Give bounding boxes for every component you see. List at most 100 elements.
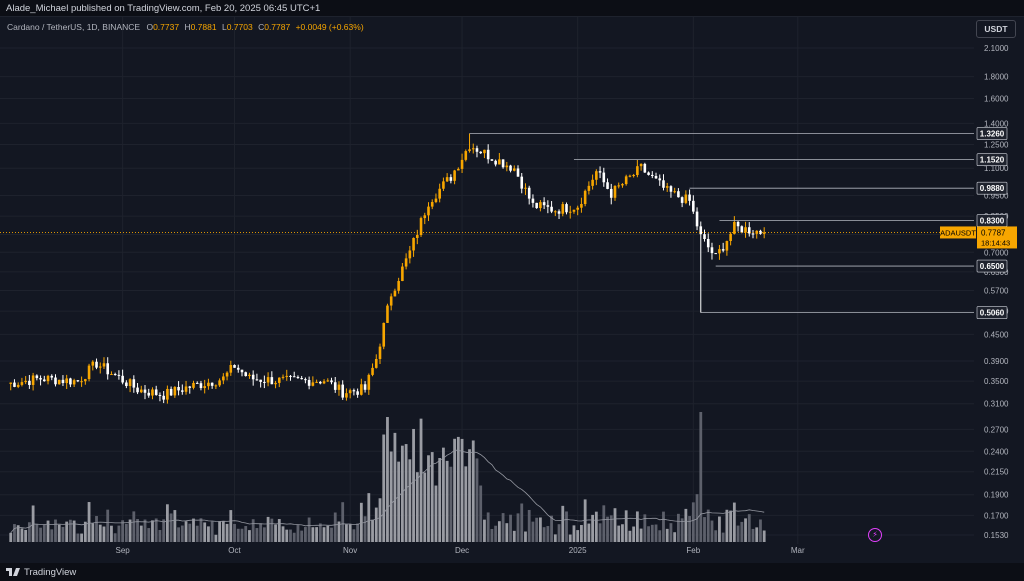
candle [352, 388, 356, 396]
volume-bar [184, 521, 188, 542]
candle [348, 388, 352, 399]
candle-body [692, 200, 695, 212]
candle [692, 195, 695, 214]
candle [371, 363, 374, 377]
candle-body [520, 176, 524, 189]
level-label: 0.6500 [980, 262, 1005, 271]
volume-bar [240, 528, 244, 542]
volume-bar [95, 516, 98, 542]
candle [617, 182, 621, 189]
candle [643, 162, 647, 173]
x-tick-label: Oct [228, 546, 241, 555]
candle-body [636, 166, 639, 176]
candle [389, 293, 393, 311]
volume-bar [274, 524, 277, 542]
candle [721, 242, 725, 253]
candle-body [516, 168, 520, 177]
brand[interactable]: TradingView [6, 567, 76, 578]
candle [367, 373, 371, 395]
volume-bar [121, 520, 125, 542]
candle-body [255, 379, 259, 381]
candle-body [259, 379, 262, 382]
candle [46, 374, 50, 385]
candle-body [617, 185, 621, 187]
candle-body [662, 180, 665, 188]
candle [106, 357, 110, 380]
volume-bar [251, 519, 255, 542]
volume-bar [27, 522, 31, 542]
volume-bar [233, 523, 236, 542]
candle [632, 173, 635, 178]
candle-body [580, 204, 583, 208]
candle-body [363, 384, 367, 390]
candle [718, 245, 721, 260]
candle [76, 379, 80, 383]
candle [363, 381, 367, 393]
candle-body [669, 186, 673, 192]
volume-bar [553, 534, 557, 542]
candle-body [162, 395, 165, 400]
volume-bar [703, 517, 706, 542]
candle-body [139, 389, 143, 393]
candle-body [244, 372, 248, 377]
candle-body [621, 184, 624, 186]
candle-body [337, 384, 341, 390]
candle [72, 378, 76, 387]
volume-bar [677, 513, 680, 542]
volume-bar [158, 530, 162, 542]
candle [449, 174, 453, 184]
volume-bar [471, 440, 475, 542]
volume-bar [609, 515, 613, 542]
y-tick-label: 0.2150 [984, 468, 1009, 477]
volume-bar [695, 494, 699, 542]
volume-bar [248, 530, 251, 542]
volume-bar [143, 519, 147, 542]
symbol-tag-label: ADAUSDT [940, 228, 976, 237]
candle [471, 143, 475, 154]
candle-body [39, 378, 42, 380]
volume-bar [718, 516, 721, 542]
candle-body [333, 382, 337, 390]
lightning-icon[interactable]: ⚡ [868, 528, 882, 542]
candle [300, 375, 303, 380]
candle-body [214, 385, 218, 387]
candle [464, 149, 468, 162]
volume-bar [725, 509, 729, 542]
price-chart[interactable]: 2.1000 1.8000 1.6000 1.4000 1.2500 1.1000 0.95… [0, 16, 1024, 563]
volume-bar [736, 525, 740, 542]
currency-button[interactable]: USDT [976, 20, 1016, 38]
candle [654, 172, 658, 179]
candle-body [263, 381, 266, 383]
candle-body [554, 211, 557, 213]
candle [393, 288, 397, 297]
volume-bar [691, 502, 695, 542]
volume-bar [277, 519, 281, 542]
volume-bar [61, 526, 65, 542]
candle-body [673, 191, 676, 193]
candle-body [423, 215, 427, 219]
volume-bar [501, 513, 505, 542]
y-tick-label: 1.2500 [984, 140, 1009, 149]
volume-bar [732, 502, 736, 542]
candle [296, 375, 300, 379]
price-tag-countdown: 18:14:43 [981, 238, 1010, 247]
volume-bar [72, 520, 76, 542]
candle [57, 379, 61, 385]
volume-bar [404, 444, 408, 542]
level-label: 1.3260 [980, 129, 1005, 138]
volume-bar [210, 521, 214, 542]
footer-bar: TradingView [0, 563, 1024, 581]
volume-bar [292, 532, 296, 542]
candle [199, 380, 203, 391]
candle-body [747, 227, 751, 234]
candle [457, 167, 460, 171]
candle-body [576, 207, 579, 210]
candle-body [684, 194, 688, 203]
volume-bar [706, 509, 710, 542]
volume-bar [483, 519, 486, 542]
candle [277, 377, 281, 388]
candle [468, 133, 471, 153]
candle-body [84, 379, 87, 382]
volume-bar [341, 502, 345, 542]
levels: 1.3260 1.1520 0.9880 0.8300 0.6500 0.5060 [469, 127, 1008, 319]
